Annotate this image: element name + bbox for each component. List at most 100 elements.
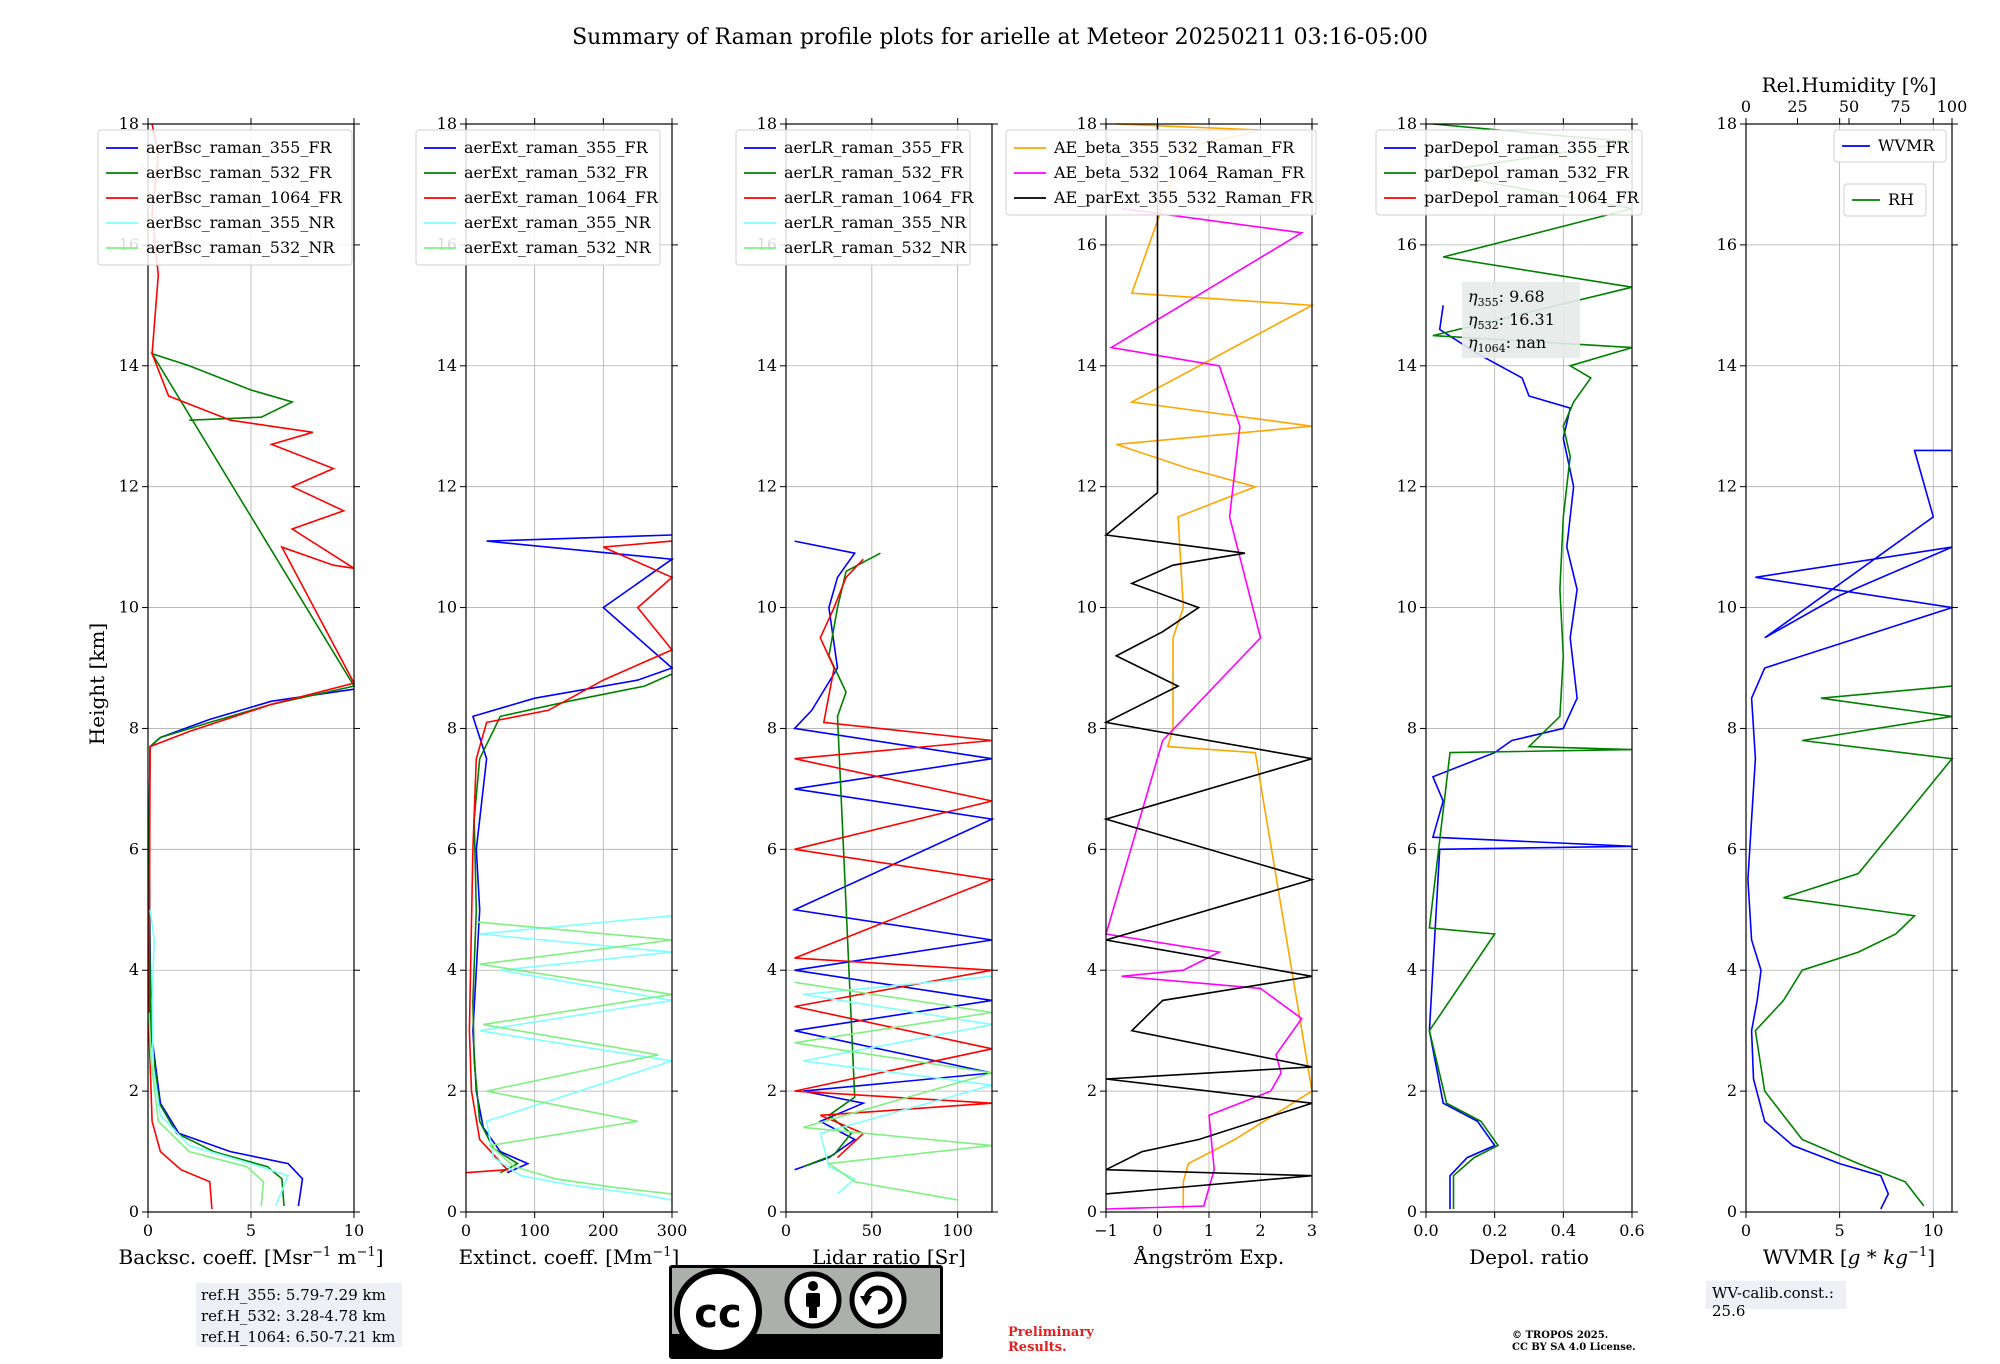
- by-person-icon: [806, 1281, 820, 1318]
- plot-panels: 0246810121416180510Backsc. coeff. [Msr−1…: [97, 73, 1968, 1269]
- ytick-label-7: 14: [437, 356, 457, 375]
- ytick-label-3: 6: [1087, 839, 1097, 858]
- by-label: BY: [800, 1336, 827, 1357]
- ytick-label-6: 12: [1077, 477, 1097, 496]
- ytick-label-3: 6: [447, 839, 457, 858]
- ytick-label-0: 0: [447, 1202, 457, 1221]
- xtick-label-1: 0: [1152, 1221, 1162, 1240]
- ytick-label-0: 0: [1087, 1202, 1097, 1221]
- ytick-label-9: 18: [1077, 114, 1097, 133]
- xtick-label-0: 0: [1741, 1221, 1751, 1240]
- preliminary-line-1: Preliminary: [1008, 1325, 1094, 1340]
- ytick-label-0: 0: [1727, 1202, 1737, 1221]
- legend-label-1: aerExt_raman_532_FR: [464, 163, 649, 182]
- axes-frame: [465, 123, 673, 1213]
- series-aerLR_raman_532_FR: [802, 552, 881, 1168]
- series-RH: [1754, 685, 1954, 1207]
- ytick-label-4: 8: [129, 718, 139, 737]
- legend-label-2: aerExt_raman_1064_FR: [464, 188, 659, 207]
- ref-height-532: ref.H_532: 3.28-4.78 km: [201, 1307, 386, 1325]
- ytick-label-4: 8: [1087, 718, 1097, 737]
- x-axis-label: WVMR [g * kg−1]: [1763, 1245, 1935, 1269]
- series-aerExt_raman_532_FR: [472, 673, 673, 1174]
- ytick-label-9: 18: [1397, 114, 1417, 133]
- ytick-label-1: 2: [767, 1081, 777, 1100]
- legend-label-4: aerLR_raman_532_NR: [784, 238, 967, 257]
- series-aerLR_raman_355_FR: [791, 540, 995, 1171]
- preliminary-results-note: Preliminary Results.: [1008, 1325, 1168, 1355]
- top-xtick-label-0: 0: [1741, 97, 1751, 116]
- copyright-line-1: © TROPOS 2025.: [1512, 1330, 1609, 1341]
- xtick-label-2: 100: [942, 1221, 973, 1240]
- legend-label-1: parDepol_raman_532_FR: [1424, 163, 1630, 182]
- ytick-label-2: 4: [129, 960, 139, 979]
- ytick-label-9: 18: [119, 114, 139, 133]
- xtick-label-1: 100: [519, 1221, 550, 1240]
- legend: AE_beta_355_532_Raman_FR AE_beta_532_1064…: [1005, 129, 1317, 216]
- legend-label-3: aerExt_raman_355_NR: [464, 213, 652, 232]
- ytick-label-4: 8: [1727, 718, 1737, 737]
- eta-532: η532: 16.31: [1468, 310, 1555, 332]
- copyright-note: © TROPOS 2025. CC BY SA 4.0 License.: [1512, 1330, 1712, 1354]
- eta-box: [1462, 282, 1580, 358]
- series-aerBsc_raman_532_NR: [148, 1012, 265, 1207]
- legend-box: [1833, 129, 1947, 163]
- ytick-label-0: 0: [1407, 1202, 1417, 1221]
- legend-box: [1375, 129, 1643, 216]
- ytick-label-7: 14: [1717, 356, 1737, 375]
- x-axis-label: Ångström Exp.: [1133, 1244, 1284, 1269]
- panel-extinction: 0246810121416180100200300Extinct. coeff.…: [415, 114, 688, 1269]
- top-xtick-label-1: 25: [1787, 97, 1807, 116]
- xtick-label-0: 0: [143, 1221, 153, 1240]
- ytick-label-4: 8: [1407, 718, 1417, 737]
- y-axis-label: Height [km]: [85, 623, 109, 745]
- legend: aerBsc_raman_355_FR aerBsc_raman_532_FRae…: [97, 129, 353, 266]
- legend: parDepol_raman_355_FR parDepol_raman_532_…: [1375, 129, 1643, 216]
- ytick-label-1: 2: [1087, 1081, 1097, 1100]
- x-axis-label: Extinct. coeff. [Mm−1]: [459, 1245, 680, 1269]
- series-aerExt_raman_355_FR: [471, 534, 675, 1174]
- series-aerBsc_raman_1064_FR: [148, 123, 356, 1210]
- ytick-label-8: 16: [1397, 235, 1417, 254]
- series-aerBsc_raman_355_NR: [149, 909, 290, 1207]
- ytick-label-3: 6: [1727, 839, 1737, 858]
- x-axis-label: Backsc. coeff. [Msr−1 m−1]: [119, 1245, 384, 1269]
- xtick-label-3: 300: [657, 1221, 688, 1240]
- legend-label-3: aerLR_raman_355_NR: [784, 213, 967, 232]
- ref-height-1064: ref.H_1064: 6.50-7.21 km: [201, 1328, 396, 1346]
- ytick-label-8: 16: [1077, 235, 1097, 254]
- legend-label-3: aerBsc_raman_355_NR: [146, 213, 335, 232]
- axes-frame: [785, 123, 993, 1213]
- legend-label-1: aerLR_raman_532_FR: [784, 163, 964, 182]
- ytick-label-9: 18: [437, 114, 457, 133]
- xtick-label-1: 50: [862, 1221, 882, 1240]
- legend-label-0: aerBsc_raman_355_FR: [146, 138, 332, 157]
- figure-title: Summary of Raman profile plots for ariel…: [572, 25, 1428, 50]
- cc-icon: cc: [694, 1291, 741, 1337]
- ytick-label-3: 6: [767, 839, 777, 858]
- ytick-label-1: 2: [129, 1081, 139, 1100]
- copyright-line-2: CC BY SA 4.0 License.: [1512, 1342, 1636, 1353]
- top-x-axis-label: Rel.Humidity [%]: [1762, 73, 1937, 97]
- ytick-label-0: 0: [129, 1202, 139, 1221]
- ytick-label-6: 12: [119, 477, 139, 496]
- ytick-label-3: 6: [129, 839, 139, 858]
- legend-box: [97, 129, 353, 266]
- panel-lidar-ratio: 024681012141618050100Lidar ratio [Sr]aer…: [735, 114, 998, 1269]
- preliminary-line-2: Results.: [1008, 1340, 1067, 1355]
- wv-calib-box: WV-calib.const.: 25.6: [1706, 1281, 1846, 1320]
- legend-label-0: aerLR_raman_355_FR: [784, 138, 964, 157]
- ytick-label-5: 10: [757, 598, 777, 617]
- sa-label: SA: [865, 1336, 892, 1357]
- ytick-label-7: 14: [1077, 356, 1097, 375]
- legend-label-4: aerBsc_raman_532_NR: [146, 238, 335, 257]
- series-aerLR_raman_1064_FR: [794, 558, 996, 1159]
- ytick-label-6: 12: [1717, 477, 1737, 496]
- xtick-label-2: 10: [1923, 1221, 1943, 1240]
- ytick-label-4: 8: [767, 718, 777, 737]
- series-aerBsc_raman_355_FR: [148, 688, 355, 1207]
- ytick-label-8: 16: [1717, 235, 1737, 254]
